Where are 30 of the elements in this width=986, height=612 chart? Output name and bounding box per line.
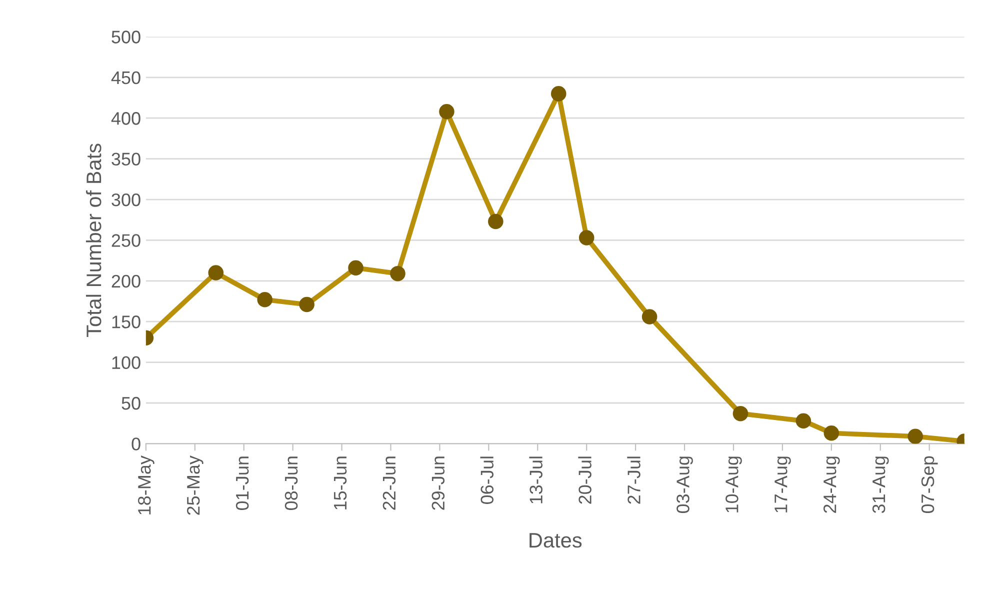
x-tick-label: 24-Aug <box>823 456 840 513</box>
y-tick-label: 350 <box>112 152 140 166</box>
y-tick-label: 150 <box>112 316 140 328</box>
x-tick-label: 15-Jun <box>334 456 347 510</box>
y-tick-label: 250 <box>112 234 140 247</box>
x-tick-label: 18-May <box>138 456 154 514</box>
y-tick-label: 50 <box>122 396 140 410</box>
x-tick-label: 01-Jun <box>236 456 249 510</box>
x-tick-label: 17-Aug <box>774 456 791 512</box>
x-tick-label: 29-Jun <box>432 456 445 510</box>
x-tick-label: 07-Sep <box>921 456 938 514</box>
x-tick-label: 13-Jul <box>529 456 542 504</box>
x-tick-label: 31-Aug <box>872 456 889 514</box>
x-tick-label: 27-Jul <box>627 456 640 504</box>
x-tick-label: 03-Aug <box>676 456 693 514</box>
y-tick-label: 450 <box>111 71 140 84</box>
x-axis-title: Dates <box>530 533 582 548</box>
y-tick-label: 500 <box>112 30 140 44</box>
y-tick-label: 300 <box>112 193 140 206</box>
x-tick-label: 06-Jul <box>480 456 494 504</box>
x-tick-label: 25-May <box>186 456 204 515</box>
y-axis-title: Total Number of Bats <box>86 144 102 337</box>
x-tick-label: 08-Jun <box>284 456 298 510</box>
x-tick-label: 10-Aug <box>726 456 742 512</box>
x-tick-label: 20-Jul <box>578 456 592 504</box>
y-tick-label: 400 <box>111 112 140 125</box>
x-tick-label: 22-Jun <box>382 456 396 510</box>
y-tick-label: 0 <box>132 438 140 450</box>
y-tick-label: 200 <box>112 274 140 288</box>
y-tick-label: 100 <box>112 356 140 370</box>
